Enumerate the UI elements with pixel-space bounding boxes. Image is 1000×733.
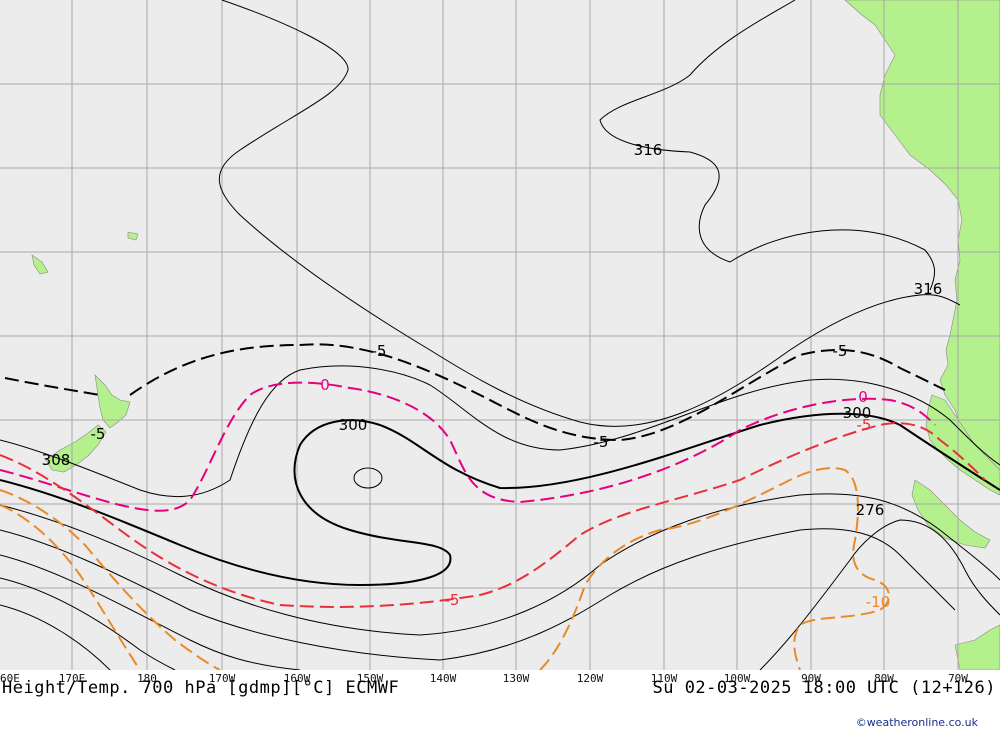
label-minus5-red-b: -5 <box>857 416 872 434</box>
height-contour-300 <box>0 412 1000 587</box>
lon-label-12: 80W <box>874 672 894 685</box>
antarctic-peninsula-tip <box>954 624 1000 670</box>
height-contour-closed-low <box>353 467 383 489</box>
label-308: 308 <box>42 451 71 469</box>
isotherm-minus10-orange <box>0 467 890 670</box>
lon-label-11: 90W <box>801 672 821 685</box>
valid-time: Su 02-03-2025 18:00 UTC (12+126) <box>652 678 996 698</box>
pacific-island-1 <box>31 254 49 275</box>
label-minus5-a: -5 <box>372 342 387 360</box>
label-300-a: 300 <box>339 416 368 434</box>
tierra-del-fuego-land <box>911 479 991 549</box>
lon-label-10: 100W <box>723 672 751 685</box>
height-contour-276 <box>0 519 1000 670</box>
height-contour-292 <box>0 493 1000 636</box>
label-316-a: 316 <box>634 141 663 159</box>
label-minus5-nz: -5 <box>91 425 106 443</box>
coordinate-grid <box>0 0 1000 670</box>
isotherm-minus10-orange-south <box>0 504 141 670</box>
label-minus5-red-a: -5 <box>445 591 460 609</box>
height-contour-316-east <box>599 0 936 291</box>
lon-label-13: 70W <box>948 672 968 685</box>
isotherm-0-magenta <box>0 381 936 512</box>
lon-label-3: 170W <box>208 672 236 685</box>
lon-label-1: 170E <box>58 672 86 685</box>
isotherm-minus5-black-west <box>4 377 101 396</box>
map-title: Height/Temp. 700 hPa [gdmp][°C] ECMWF <box>2 678 400 698</box>
isotherm-minus5-black <box>129 343 946 442</box>
lon-label-9: 110W <box>650 672 678 685</box>
credit-link[interactable]: ©weatheronline.co.uk <box>855 716 978 729</box>
label-minus10: -10 <box>866 593 891 611</box>
weather-map: 316 316 308 300 300 276 -5 -5 -5 -5 0 0 … <box>0 0 1000 670</box>
lon-label-2: 180 <box>137 672 157 685</box>
height-contour-316-north <box>218 0 961 427</box>
new-zealand-north-island <box>94 374 131 429</box>
height-contour-308 <box>0 365 1000 498</box>
height-contour-284 <box>0 528 956 661</box>
new-zealand-south-island <box>45 424 107 473</box>
label-316-b: 316 <box>914 280 943 298</box>
label-300-b: 300 <box>843 404 872 422</box>
ocean-background <box>0 0 1000 670</box>
lon-label-4: 160W <box>283 672 311 685</box>
height-contour-268 <box>0 577 176 670</box>
label-0-a: 0 <box>320 376 330 394</box>
lon-label-5: 150W <box>356 672 384 685</box>
label-minus5-c: -5 <box>833 342 848 360</box>
contour-labels: 316 316 308 300 300 276 -5 -5 -5 -5 0 0 … <box>42 141 943 611</box>
height-contour-260 <box>0 604 111 670</box>
lon-label-8: 120W <box>576 672 604 685</box>
isotherm-minus5-red <box>0 422 986 608</box>
lon-label-7: 130W <box>502 672 530 685</box>
lon-label-0: 60E <box>0 672 20 685</box>
height-contours <box>0 0 1000 670</box>
lon-label-6: 140W <box>429 672 457 685</box>
label-276: 276 <box>856 501 885 519</box>
temperature-isotherms <box>0 343 986 670</box>
pacific-island-2 <box>127 231 139 241</box>
label-minus5-b: -5 <box>594 433 609 451</box>
label-0-b: 0 <box>858 388 868 406</box>
